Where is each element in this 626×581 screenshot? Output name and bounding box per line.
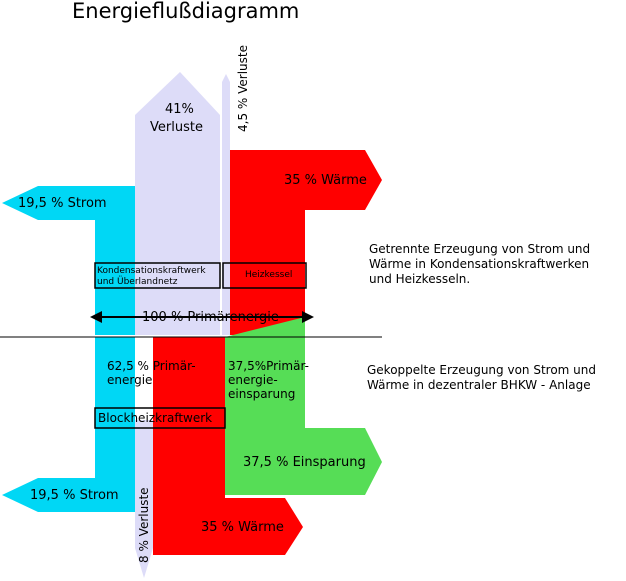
note-gekoppelt-line-1: Gekoppelte Erzeugung von Strom und (367, 363, 596, 377)
top-small-losses-label: 4,5 % Verluste (236, 45, 250, 132)
note-getrennt-line-3: und Heizkesseln. (369, 272, 470, 286)
kondensation-label-2: und Überlandnetz (97, 276, 178, 287)
top-losses-pct-label: 41% (165, 102, 194, 117)
bottom-einsparung-label-3: einsparung (228, 387, 295, 401)
note-gekoppelt-line-2: Wärme in dezentraler BHKW - Anlage (367, 378, 591, 392)
bottom-einsparung-label-2: energie- (228, 373, 278, 387)
primary-energy-arrowhead-left (90, 311, 102, 323)
blockheizkraftwerk-box (94, 407, 226, 429)
heizkessel-box (222, 262, 307, 289)
primary-energy-label: 100 % Primärenergie (142, 310, 279, 325)
note-getrennt-line-1: Getrennte Erzeugung von Strom und (369, 242, 590, 256)
bottom-waerme-label: 35 % Wärme (201, 520, 284, 535)
bottom-strom-label: 19,5 % Strom (30, 488, 119, 503)
top-strom-label: 19,5 % Strom (18, 196, 107, 211)
primary-energy-arrowhead-right (302, 311, 314, 323)
bottom-einsparung-label-1: 37,5%Primär- (228, 359, 309, 373)
bottom-losses-label: 8 % Verluste (137, 487, 151, 563)
top-waerme-label: 35 % Wärme (284, 173, 367, 188)
heizkessel-label: Heizkessel (245, 270, 292, 280)
note-getrennt-line-2: Wärme in Kondensationskraftwerken (369, 257, 589, 271)
bottom-primaer-label-1: 62,5 % Primär- (107, 359, 196, 373)
bottom-einsparung-arrow-label: 37,5 % Einsparung (243, 455, 366, 470)
bottom-strom-arrow (2, 337, 135, 512)
kondensation-box (94, 262, 221, 289)
top-small-losses-strip (222, 74, 230, 335)
kondensation-label-1: Kondensationskraftwerk (97, 266, 206, 276)
top-losses-word-label: Verluste (150, 120, 203, 135)
blockheizkraftwerk-label: Blockheizkraftwerk (98, 411, 212, 425)
bottom-einsparung-arrow (225, 317, 382, 495)
top-strom-arrow (2, 186, 135, 335)
bottom-losses-strip (135, 420, 153, 578)
bottom-primaer-label-2: energie (107, 373, 152, 387)
diagram-title: Energieflußdiagramm (72, 0, 299, 23)
top-losses-arrow (135, 72, 220, 335)
bottom-waerme-arrow (153, 337, 303, 555)
